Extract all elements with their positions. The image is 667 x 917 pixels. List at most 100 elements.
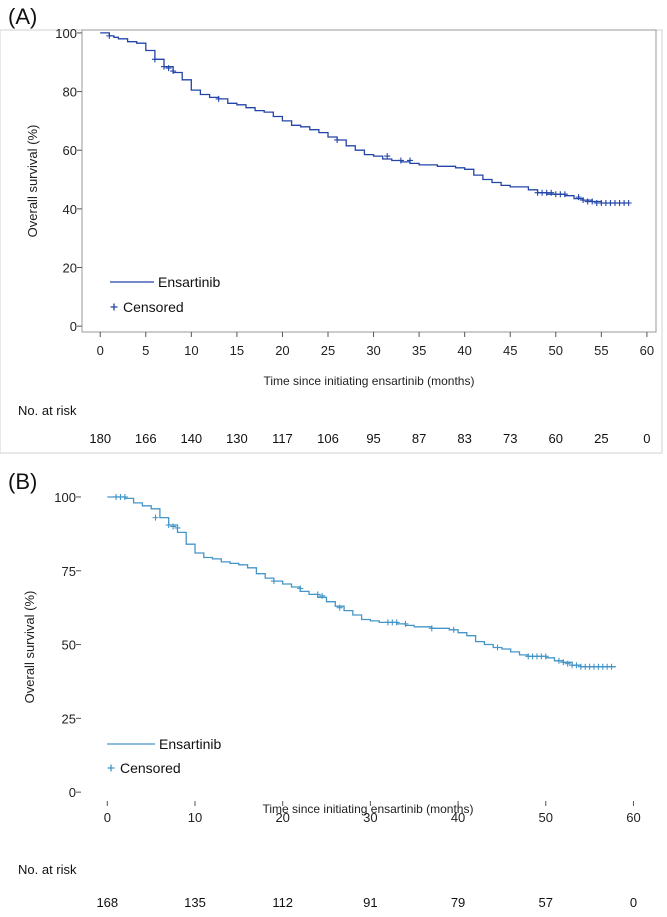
- y-tick-label: 0: [70, 319, 77, 334]
- y-tick-label: 50: [62, 638, 76, 653]
- censor-mark: [548, 189, 555, 196]
- censor-mark: [170, 523, 177, 530]
- x-tick-label: 55: [594, 343, 608, 358]
- x-tick-label: 0: [104, 810, 111, 825]
- y-tick-label: 100: [55, 26, 77, 41]
- panel-frame: [0, 29, 663, 454]
- risk-table-value: 25: [594, 431, 608, 446]
- censor-mark: [152, 514, 159, 521]
- legend-censor-label: Censored: [120, 760, 181, 776]
- risk-table-value: 166: [135, 431, 157, 446]
- censor-mark: [319, 592, 326, 599]
- censor-mark: [165, 65, 172, 72]
- x-tick-label: 20: [275, 810, 289, 825]
- risk-table-value: 180: [89, 431, 111, 446]
- censor-mark: [170, 68, 177, 75]
- x-tick-label: 30: [363, 810, 377, 825]
- censor-mark: [151, 56, 158, 63]
- y-tick-label: 20: [63, 260, 77, 275]
- censor-mark: [121, 493, 128, 500]
- risk-table-value: 0: [630, 895, 637, 910]
- censor-mark: [589, 198, 596, 205]
- x-tick-label: 60: [640, 343, 654, 358]
- censor-mark: [407, 157, 413, 164]
- y-axis-title: Overall survival (%): [22, 591, 37, 704]
- x-tick-label: 10: [184, 343, 198, 358]
- censor-mark: [397, 157, 404, 164]
- x-tick-label: 40: [451, 810, 465, 825]
- panel-label: (B): [8, 469, 37, 494]
- x-axis-title: Time since initiating ensartinib (months…: [264, 374, 475, 388]
- y-axis-title: Overall survival (%): [25, 125, 40, 238]
- y-tick-label: 100: [54, 490, 76, 505]
- censor-mark: [336, 604, 343, 611]
- censor-mark: [494, 644, 501, 651]
- legend-censor-swatch: [110, 303, 118, 311]
- censor-mark: [555, 657, 562, 664]
- censor-mark: [215, 95, 222, 102]
- censor-mark: [334, 136, 341, 143]
- survival-curve: [107, 496, 616, 668]
- x-tick-label: 45: [503, 343, 517, 358]
- censor-mark: [580, 197, 587, 204]
- x-tick-label: 50: [539, 810, 553, 825]
- censor-mark: [270, 578, 277, 585]
- censor-mark: [165, 521, 172, 528]
- risk-table-value: 73: [503, 431, 517, 446]
- censor-mark: [297, 585, 304, 592]
- censor-mark: [564, 660, 571, 667]
- censor-mark: [106, 32, 113, 39]
- censor-mark: [393, 619, 400, 626]
- x-tick-label: 15: [230, 343, 244, 358]
- x-tick-label: 60: [626, 810, 640, 825]
- risk-table-value: 95: [366, 431, 380, 446]
- x-tick-label: 0: [97, 343, 104, 358]
- risk-table-value: 87: [412, 431, 426, 446]
- risk-table-value: 130: [226, 431, 248, 446]
- censor-mark: [560, 659, 567, 666]
- x-axis-title: Time since initiating ensartinib (months…: [263, 802, 474, 816]
- panel-label: (A): [8, 4, 37, 29]
- risk-table-value: 112: [272, 895, 293, 910]
- x-tick-label: 10: [188, 810, 202, 825]
- risk-table-value: 60: [549, 431, 563, 446]
- risk-table-value: 135: [184, 895, 206, 910]
- censor-mark: [428, 625, 435, 632]
- y-tick-label: 75: [62, 564, 76, 579]
- panel-b: (B) 0 25 50 75 100 0 10 20 30 40 50 60 Overall surviv…: [8, 469, 641, 910]
- y-tick-label: 80: [63, 85, 77, 100]
- risk-table-value: 168: [96, 895, 118, 910]
- x-tick-label: 20: [275, 343, 289, 358]
- censor-mark: [314, 591, 321, 598]
- censor-mark: [450, 626, 457, 633]
- y-tick-label: 40: [63, 202, 77, 217]
- censor-mark: [542, 653, 549, 660]
- legend-censor-swatch: [107, 764, 115, 772]
- censor-mark: [608, 663, 615, 670]
- censor-mark: [625, 199, 632, 206]
- legend-line-label: Ensartinib: [159, 736, 221, 752]
- risk-table-value: 79: [451, 895, 465, 910]
- x-tick-label: 35: [412, 343, 426, 358]
- risk-table-value: 117: [272, 431, 293, 446]
- censor-mark: [575, 194, 582, 201]
- risk-table-value: 57: [539, 895, 553, 910]
- survival-curve: [100, 32, 629, 204]
- x-tick-label: 30: [366, 343, 380, 358]
- y-tick-label: 60: [63, 143, 77, 158]
- risk-table-value: 91: [363, 895, 377, 910]
- risk-table-label: No. at risk: [18, 862, 77, 877]
- y-tick-label: 0: [69, 785, 76, 800]
- legend-line-label: Ensartinib: [158, 274, 220, 290]
- risk-table-value: 106: [317, 431, 339, 446]
- censor-mark: [174, 524, 181, 531]
- panel-a: (A) 0 20 40 60 80 100 0 5 10 15 20 25 30 35 40 45 50 55 60 O…: [0, 4, 663, 454]
- risk-table-value: 140: [180, 431, 202, 446]
- censor-mark: [161, 63, 167, 70]
- censor-mark: [402, 620, 409, 627]
- plot-area: [81, 29, 657, 333]
- risk-table-label: No. at risk: [18, 403, 77, 418]
- censor-mark: [573, 662, 580, 669]
- censor-mark: [384, 153, 391, 160]
